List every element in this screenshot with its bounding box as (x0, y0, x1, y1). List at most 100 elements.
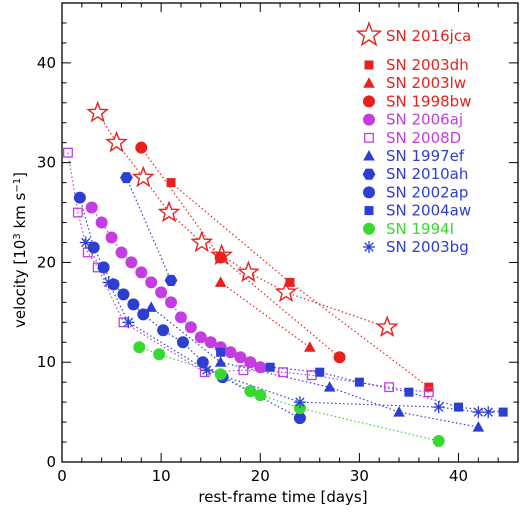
legend-label: SN 1998bw (386, 92, 471, 110)
legend-label: SN 2016jca (386, 27, 471, 45)
series-markers (62, 100, 508, 448)
marker-circle (184, 321, 197, 334)
marker-square (166, 178, 176, 188)
marker-circle (115, 246, 128, 259)
marker-triangle (393, 406, 405, 417)
marker-triangle (363, 77, 375, 88)
legend-label: SN 1997ef (386, 147, 465, 165)
marker-square (454, 402, 464, 412)
marker-circle (363, 113, 375, 126)
y-tick-label: 40 (37, 54, 56, 72)
series-line (125, 177, 172, 281)
asterisk-stroke (202, 365, 212, 375)
marker-circle (214, 251, 227, 264)
data-point-star (105, 130, 128, 153)
marker-circle (117, 288, 130, 301)
x-tick-label: 30 (350, 467, 369, 485)
marker-hexagon (120, 172, 133, 184)
x-tick-label: 20 (251, 467, 270, 485)
legend-marker (355, 20, 383, 47)
marker-circle (214, 368, 227, 381)
marker-square-open (423, 387, 434, 398)
marker-triangle (304, 341, 316, 352)
marker-asterisk (432, 401, 445, 414)
marker-square (265, 362, 275, 372)
marker-circle (87, 241, 100, 254)
marker-circle (254, 361, 267, 374)
marker-square-open (364, 132, 374, 143)
legend-label: SN 2002ap (386, 183, 468, 201)
marker-square (285, 277, 295, 287)
y-tick-label: 0 (46, 453, 56, 471)
marker-asterisk (122, 316, 135, 329)
marker-circle (97, 261, 110, 274)
marker-square-open (384, 382, 395, 393)
marker-circle (363, 186, 375, 199)
marker-square-open (62, 147, 73, 158)
marker-hexagon (164, 274, 178, 286)
asterisk-stroke (295, 397, 305, 407)
marker-asterisk (102, 276, 115, 289)
axes: 0 10 20 30 40 0 10 20 30 40 (37, 2, 519, 485)
marker-circle (165, 296, 178, 309)
marker-square-open (278, 367, 289, 378)
marker-circle (135, 141, 148, 154)
x-tick-label: 0 (57, 467, 67, 485)
marker-circle (363, 222, 375, 235)
legend-label: SN 1994I (386, 220, 454, 238)
legend-label: SN 2004aw (386, 202, 471, 220)
marker-circle (333, 351, 346, 364)
marker-triangle (323, 381, 336, 392)
x-tick-label: 10 (152, 467, 171, 485)
marker-circle (293, 412, 306, 425)
marker-circle (85, 201, 98, 214)
data-point-star (190, 230, 214, 253)
marker-circle (155, 286, 168, 299)
asterisk-stroke (473, 407, 484, 417)
marker-circle (204, 336, 217, 349)
marker-circle (127, 298, 140, 311)
marker-square (364, 60, 374, 70)
y-tick-label: 20 (37, 253, 56, 271)
marker-circle (174, 311, 187, 324)
marker-triangle (145, 301, 158, 312)
x-tick-label: 40 (449, 467, 468, 485)
y-tick-label: 30 (37, 154, 56, 172)
marker-circle (224, 346, 237, 359)
marker-circle (234, 351, 247, 364)
marker-square-open (72, 207, 83, 218)
marker-hexagon (362, 168, 376, 180)
marker-circle (125, 256, 138, 269)
asterisk-stroke (483, 407, 493, 417)
marker-circle (153, 348, 166, 361)
marker-triangle (363, 150, 375, 161)
marker-circle (176, 336, 189, 349)
asterisk-stroke (364, 242, 374, 252)
marker-asterisk (200, 364, 213, 377)
marker-asterisk (482, 406, 495, 419)
data-point-star (236, 260, 260, 283)
series-line (67, 152, 429, 393)
marker-circle (244, 385, 257, 398)
series-line (139, 346, 439, 442)
y-axis-label: velocity [103 km s−1] (11, 172, 29, 328)
legend-label: SN 2010ah (386, 165, 468, 183)
marker-circle (244, 356, 257, 369)
legend-label: SN 2006aj (386, 111, 463, 129)
x-axis-label: rest-frame time [days] (198, 488, 367, 506)
marker-asterisk (79, 236, 92, 249)
asterisk-stroke (81, 237, 91, 248)
asterisk-stroke (123, 317, 134, 328)
marker-square (364, 206, 374, 216)
marker-square (216, 347, 226, 357)
marker-circle (73, 191, 86, 204)
marker-circle (194, 331, 207, 344)
marker-square (404, 387, 414, 397)
marker-triangle (472, 421, 485, 432)
series-line (220, 281, 311, 348)
legend-label: SN 2003bg (386, 238, 469, 256)
marker-circle (432, 435, 445, 448)
marker-triangle (214, 356, 227, 367)
marker-square-open (238, 365, 249, 376)
